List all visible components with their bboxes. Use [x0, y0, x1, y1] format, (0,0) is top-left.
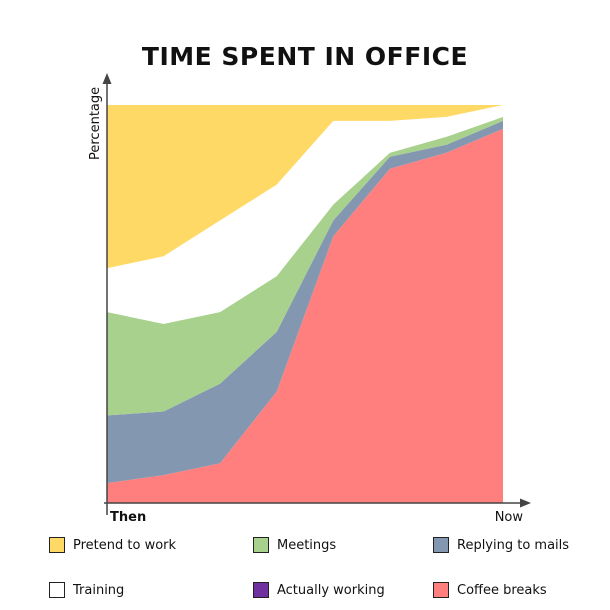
legend-swatch: [433, 537, 449, 553]
legend-label: Replying to mails: [457, 537, 570, 553]
area-replying-to-mails: [107, 120, 503, 484]
legend-item: Replying to mails: [433, 535, 569, 555]
y-axis-label: Percentage: [88, 87, 103, 160]
legend-label: Coffee breaks: [457, 582, 547, 598]
x-tick-label-now: Now: [495, 510, 524, 525]
legend-item: Training: [49, 580, 124, 600]
legend-swatch: [253, 537, 269, 553]
area-series-group: [107, 105, 503, 503]
legend-label: Meetings: [277, 537, 337, 553]
area-coffee-breaks: [107, 128, 503, 503]
x-axis-arrow: [520, 498, 531, 508]
legend-label: Training: [73, 582, 125, 598]
legend-item: Coffee breaks: [433, 580, 547, 600]
area-meetings: [107, 116, 503, 416]
chart-title: TIME SPENT IN OFFICE: [141, 42, 469, 71]
legend-swatch: [253, 582, 269, 598]
area-pretend-to-work: [107, 105, 503, 269]
legend-swatch: [49, 582, 65, 598]
legend-label: Actually working: [277, 582, 385, 598]
axes-group: Percentage Then Now: [88, 73, 531, 525]
legend-item: Meetings: [253, 535, 336, 555]
area-training: [107, 105, 503, 324]
legend-label: Pretend to work: [73, 537, 177, 553]
legend-item: Actually working: [253, 580, 385, 600]
legend-item: Pretend to work: [49, 535, 176, 555]
y-axis-arrow: [102, 73, 112, 84]
legend-swatch: [49, 537, 65, 553]
x-tick-label-then: Then: [110, 510, 146, 525]
legend-swatch: [433, 582, 449, 598]
